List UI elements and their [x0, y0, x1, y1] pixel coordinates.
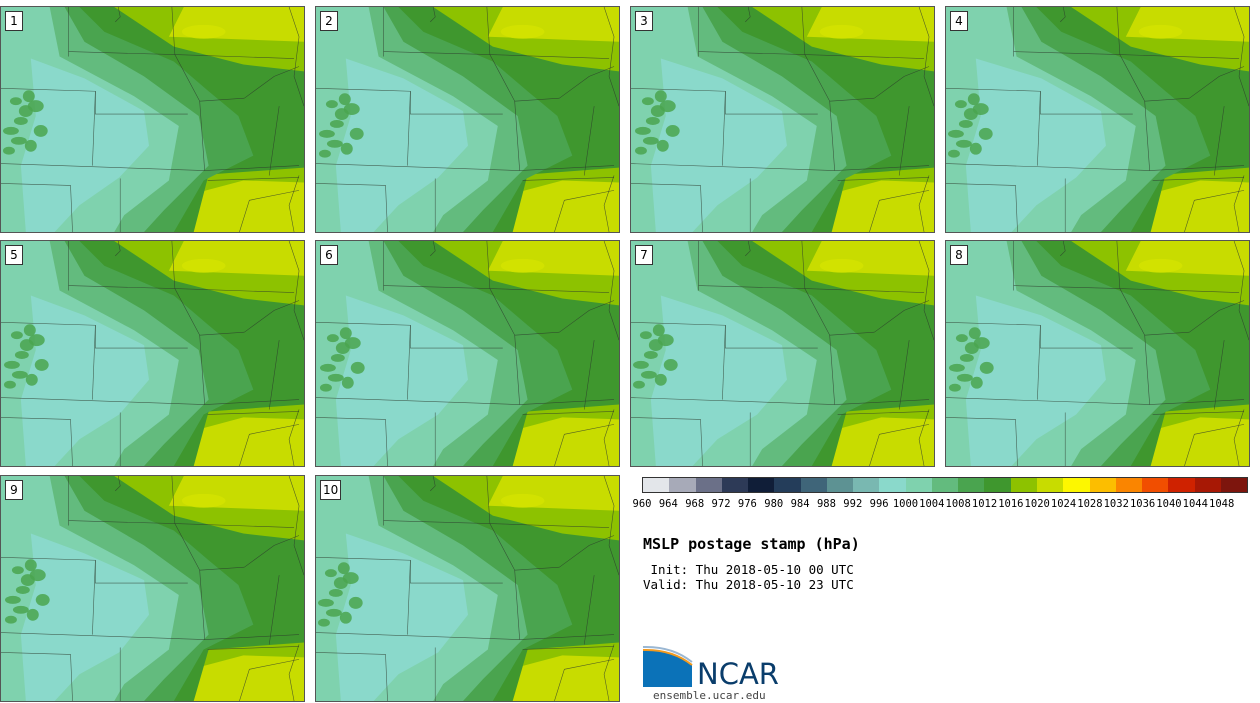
colorbar-tick: 1044: [1182, 498, 1208, 510]
colorbar-cell: [826, 478, 854, 492]
member-label: 2: [320, 11, 338, 31]
colorbar-cell: [1142, 478, 1169, 492]
colorbar-cell: [800, 478, 827, 492]
colorbar-cell: [1194, 478, 1221, 492]
mslp-map: [316, 241, 619, 466]
colorbar-cell: [774, 478, 801, 492]
colorbar-cell: [1036, 478, 1064, 492]
valid-time: Valid: Thu 2018-05-10 23 UTC: [643, 577, 854, 592]
member-panel-5: 5: [0, 240, 305, 467]
colorbar-cell: [853, 478, 880, 492]
member-label: 4: [950, 11, 968, 31]
colorbar-tick: 988: [816, 498, 836, 510]
mslp-map: [316, 7, 619, 232]
colorbar-cell: [879, 478, 906, 492]
colorbar-cell: [643, 478, 670, 492]
member-label: 8: [950, 245, 968, 265]
logo-wordmark: NCAR: [697, 657, 779, 691]
colorbar-tick: 980: [764, 498, 784, 510]
colorbar-cell: [669, 478, 696, 492]
mslp-map: [316, 476, 619, 701]
colorbar-cell: [1089, 478, 1116, 492]
colorbar-tick: 968: [685, 498, 705, 510]
member-panel-2: 2: [315, 6, 620, 233]
colorbar-tick: 1040: [1156, 498, 1182, 510]
member-label: 9: [5, 480, 23, 500]
colorbar-tick: 964: [658, 498, 678, 510]
mslp-map: [631, 7, 934, 232]
member-label: 5: [5, 245, 23, 265]
colorbar-tick: 976: [737, 498, 757, 510]
member-panel-10: 10: [315, 475, 620, 702]
colorbar-tick: 992: [843, 498, 863, 510]
colorbar-tick: 984: [790, 498, 810, 510]
member-label: 3: [635, 11, 653, 31]
member-panel-8: 8: [945, 240, 1250, 467]
colorbar-tick: 996: [869, 498, 889, 510]
colorbar-cell: [1010, 478, 1037, 492]
mslp-map: [946, 7, 1249, 232]
member-panel-3: 3: [630, 6, 935, 233]
colorbar-tick: 972: [711, 498, 731, 510]
mslp-map: [946, 241, 1249, 466]
member-panel-4: 4: [945, 6, 1250, 233]
colorbar-tick: 1028: [1077, 498, 1103, 510]
colorbar-tick-labels: 960 964 968 972 976 980 984 988 992 996 1000 1004 10…: [633, 498, 1248, 512]
colorbar-tick: 1008: [945, 498, 971, 510]
figure-title: MSLP postage stamp (hPa): [643, 535, 860, 553]
colorbar-cell: [695, 478, 722, 492]
colorbar-tick: 1000: [892, 498, 919, 510]
colorbar-cell: [958, 478, 985, 492]
pressure-colorbar: [642, 477, 1248, 493]
member-panel-1: 1: [0, 6, 305, 233]
member-label: 6: [320, 245, 338, 265]
member-label: 10: [320, 480, 342, 500]
colorbar-tick: 1024: [1050, 498, 1077, 510]
colorbar-cell: [1115, 478, 1143, 492]
colorbar-tick: 1016: [998, 498, 1024, 510]
member-label: 7: [635, 245, 653, 265]
colorbar-tick: 960: [632, 498, 652, 510]
colorbar-tick: 1036: [1129, 498, 1156, 510]
member-label: 1: [5, 11, 23, 31]
mslp-map: [1, 7, 304, 232]
mslp-map: [631, 241, 934, 466]
colorbar-cell: [931, 478, 959, 492]
member-panel-6: 6: [315, 240, 620, 467]
ncar-logo-icon: [642, 645, 693, 687]
colorbar-cell: [721, 478, 749, 492]
colorbar-tick: 1012: [971, 498, 998, 510]
mslp-map: [1, 241, 304, 466]
colorbar-tick: 1032: [1103, 498, 1129, 510]
member-panel-7: 7: [630, 240, 935, 467]
colorbar-tick: 1020: [1024, 498, 1050, 510]
colorbar-tick: 1048: [1208, 498, 1235, 510]
colorbar-cell: [1063, 478, 1090, 492]
colorbar-cell: [1220, 478, 1248, 492]
colorbar-cell: [748, 478, 775, 492]
colorbar-cell: [1168, 478, 1195, 492]
member-panel-9: 9: [0, 475, 305, 702]
init-time: Init: Thu 2018-05-10 00 UTC: [643, 562, 854, 577]
colorbar-cell: [984, 478, 1011, 492]
website-link[interactable]: ensemble.ucar.edu: [653, 689, 766, 702]
colorbar-cell: [905, 478, 932, 492]
mslp-map: [1, 476, 304, 701]
colorbar-tick: 1004: [919, 498, 945, 510]
